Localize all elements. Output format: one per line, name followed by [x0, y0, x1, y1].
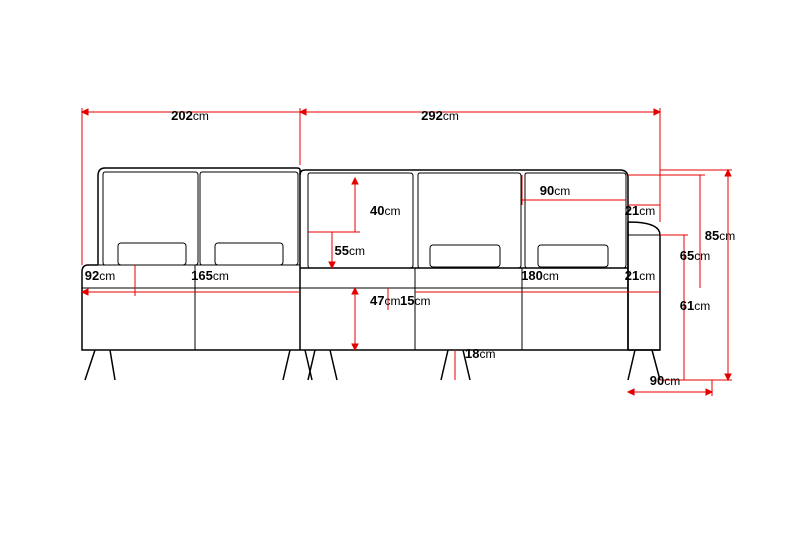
svg-text:92cm: 92cm [85, 268, 115, 283]
svg-text:21cm: 21cm [625, 268, 655, 283]
dim-seat-height: 47 [370, 293, 384, 308]
svg-text:15cm: 15cm [400, 293, 430, 308]
dim-chaise-seat-width: 92 [85, 268, 99, 283]
svg-text:202cm: 202cm [171, 108, 209, 123]
svg-text:47cm: 47cm [370, 293, 400, 308]
dim-seat-cushion: 15 [400, 293, 414, 308]
dim-arm-inner: 21 [625, 203, 639, 218]
dimension-labels: 292cm 202cm 92cm 165cm 55cm 40cm 47cm 15… [85, 108, 735, 388]
svg-text:292cm: 292cm [421, 108, 459, 123]
dimension-diagram: 292cm 202cm 92cm 165cm 55cm 40cm 47cm 15… [0, 0, 800, 533]
dim-arm-width: 21 [625, 268, 639, 283]
svg-text:61cm: 61cm [680, 298, 710, 313]
svg-text:165cm: 165cm [191, 268, 229, 283]
dim-single-seat: 90 [540, 183, 554, 198]
dim-seat-run: 180 [521, 268, 543, 283]
svg-text:90cm: 90cm [540, 183, 570, 198]
dim-sofa-depth: 90 [650, 373, 664, 388]
dim-leg-height: 18 [465, 346, 479, 361]
svg-text:65cm: 65cm [680, 248, 710, 263]
svg-text:55cm: 55cm [335, 243, 365, 258]
svg-text:40cm: 40cm [370, 203, 400, 218]
dim-seat-depth: 55 [335, 243, 349, 258]
dim-back-height: 65 [680, 248, 694, 263]
svg-text:85cm: 85cm [705, 228, 735, 243]
dim-total-width: 292 [421, 108, 443, 123]
dim-back-cushion-height: 40 [370, 203, 384, 218]
dim-total-height: 85 [705, 228, 719, 243]
dim-chaise-depth: 202 [171, 108, 193, 123]
svg-text:21cm: 21cm [625, 203, 655, 218]
dim-chaise-inner: 165 [191, 268, 213, 283]
svg-text:90cm: 90cm [650, 373, 680, 388]
dim-arm-height: 61 [680, 298, 694, 313]
svg-text:180cm: 180cm [521, 268, 559, 283]
svg-text:18cm: 18cm [465, 346, 495, 361]
